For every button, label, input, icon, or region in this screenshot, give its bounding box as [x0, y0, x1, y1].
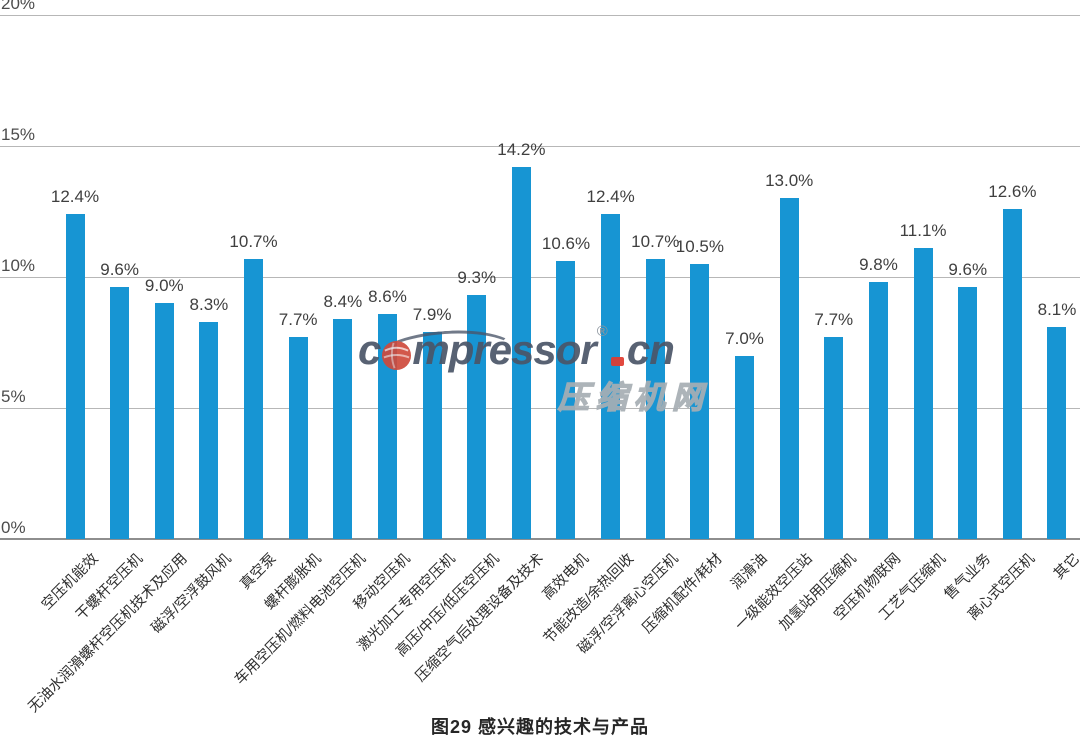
bar-value-label: 8.4%	[323, 291, 363, 311]
bar-value-label: 12.4%	[586, 187, 635, 207]
bar	[199, 321, 219, 539]
bar-value-label: 10.6%	[541, 234, 591, 254]
bar-value-label: 12.4%	[50, 187, 100, 207]
registered-trademark-icon: ®	[596, 323, 608, 340]
y-axis-tick-label: 20%	[1, 0, 36, 13]
bar	[645, 258, 665, 539]
bar	[556, 261, 576, 539]
bar	[244, 258, 264, 539]
gridline	[0, 146, 1080, 147]
bar	[377, 313, 397, 539]
y-axis-tick-label: 0%	[1, 518, 26, 537]
bar	[824, 337, 844, 539]
logo-text-mid: mpressor	[412, 326, 596, 373]
logo-text-tld: cn	[626, 326, 675, 373]
bar	[154, 303, 174, 539]
bar	[288, 337, 308, 539]
bar-value-label: 10.7%	[229, 231, 278, 251]
y-axis-tick-label: 5%	[1, 387, 26, 406]
bar-value-label: 11.1%	[899, 221, 947, 241]
bar-value-label: 8.1%	[1037, 299, 1077, 319]
bar	[422, 332, 442, 539]
bar-value-label: 13.0%	[765, 171, 814, 191]
logo-text-prefix: c	[358, 326, 381, 373]
bar	[735, 355, 755, 539]
bar-value-label: 9.8%	[859, 255, 898, 275]
bar	[1002, 208, 1022, 539]
gridline	[0, 408, 1080, 409]
bar	[690, 263, 710, 539]
bar	[333, 318, 353, 539]
y-axis-tick-label: 10%	[1, 256, 36, 275]
bar-value-label: 7.7%	[814, 310, 854, 330]
bar	[779, 198, 799, 539]
x-axis-label: 磁浮/空浮鼓风机	[149, 550, 235, 637]
x-axis-line	[0, 538, 1080, 540]
bar-value-label: 7.0%	[725, 328, 764, 348]
bar-value-label: 10.7%	[631, 231, 680, 251]
y-axis-tick-label: 15%	[1, 125, 36, 144]
watermark: c mpressor ® cn 压缩机网	[358, 324, 712, 417]
bar	[1047, 326, 1067, 539]
bar	[913, 248, 933, 539]
bar-value-label: 9.3%	[457, 268, 497, 288]
bar	[958, 287, 978, 539]
bar-value-label: 9.6%	[100, 260, 139, 280]
x-axis-label: 其它	[1051, 550, 1080, 583]
bar-value-label: 14.2%	[497, 139, 546, 159]
x-axis-label: 压缩机配件/耗材	[639, 550, 726, 637]
bar-value-label: 7.9%	[412, 305, 452, 325]
bar-value-label: 9.6%	[948, 260, 988, 280]
bar-value-label: 8.6%	[368, 286, 407, 306]
red-dot-icon	[610, 357, 624, 366]
bar	[65, 214, 85, 539]
bar	[467, 295, 487, 539]
gridline	[0, 277, 1080, 278]
globe-icon	[381, 337, 412, 371]
bar	[868, 282, 888, 539]
bar	[601, 214, 621, 539]
bar	[110, 287, 130, 539]
bar-value-label: 7.7%	[278, 310, 318, 330]
chart-title: 图29 感兴趣的技术与产品	[430, 717, 650, 737]
watermark-cjk-text: 压缩机网	[557, 379, 710, 415]
bar-value-label: 8.3%	[189, 294, 229, 314]
bar	[511, 166, 531, 539]
gridline	[0, 15, 1080, 16]
bar-value-label: 12.6%	[988, 181, 1037, 201]
watermark-logo: c mpressor ® cn	[358, 324, 712, 373]
bar-value-label: 10.5%	[675, 236, 724, 256]
bar-value-label: 9.0%	[144, 276, 184, 296]
